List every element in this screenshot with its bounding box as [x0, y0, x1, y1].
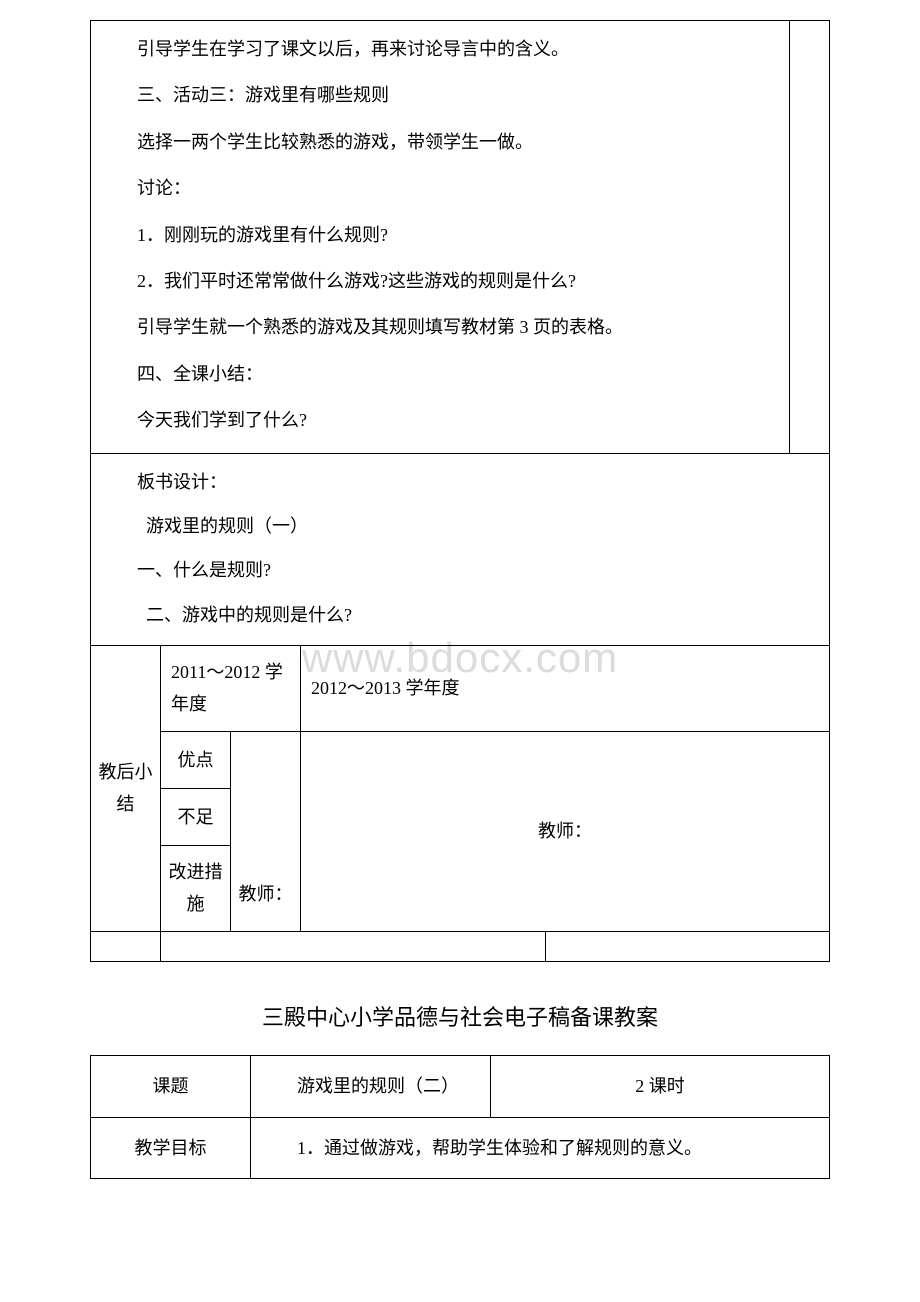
goal-label-cell: 教学目标	[91, 1117, 251, 1178]
empty-cell	[161, 931, 546, 961]
content-line: 四、全课小结：	[101, 358, 779, 390]
empty-cell	[91, 931, 161, 961]
empty-cell	[545, 931, 830, 961]
content-line: 2．我们平时还常常做什么游戏?这些游戏的规则是什么?	[101, 265, 779, 297]
board-line: 游戏里的规则（一）	[101, 510, 819, 542]
side-empty-cell	[790, 21, 830, 454]
teacher-2-cell: 教师：	[301, 731, 830, 931]
main-content-table: 引导学生在学习了课文以后，再来讨论导言中的含义。 三、活动三：游戏里有哪些规则 …	[90, 20, 830, 962]
board-line: 一、什么是规则?	[101, 554, 819, 586]
teacher-1-cell: 教师：	[231, 731, 301, 931]
lesson-content-cell: 引导学生在学习了课文以后，再来讨论导言中的含义。 三、活动三：游戏里有哪些规则 …	[91, 21, 790, 454]
lesson-count-cell: 2 课时	[491, 1056, 830, 1117]
topic-table: 课题 游戏里的规则（二） 2 课时 教学目标 1．通过做游戏，帮助学生体验和了解…	[90, 1055, 830, 1179]
content-line: 选择一两个学生比较熟悉的游戏，带领学生一做。	[101, 126, 779, 158]
content-line: 引导学生在学习了课文以后，再来讨论导言中的含义。	[101, 33, 779, 65]
year-2-cell: 2012～2013 学年度	[301, 646, 830, 732]
content-line: 讨论：	[101, 172, 779, 204]
advantage-label: 优点	[161, 731, 231, 788]
section-heading: 三殿中心小学品德与社会电子稿备课教案	[90, 998, 830, 1038]
content-line: 1．刚刚玩的游戏里有什么规则?	[101, 219, 779, 251]
board-design-cell: 板书设计： 游戏里的规则（一） 一、什么是规则? 二、游戏中的规则是什么?	[91, 453, 830, 646]
summary-label-cell: 教后小结	[91, 646, 161, 932]
content-line: 今天我们学到了什么?	[101, 404, 779, 436]
disadvantage-label: 不足	[161, 788, 231, 845]
topic-value-cell: 游戏里的规则（二）	[251, 1056, 491, 1117]
board-line: 二、游戏中的规则是什么?	[101, 599, 819, 631]
goal-value-cell: 1．通过做游戏，帮助学生体验和了解规则的意义。	[251, 1117, 830, 1178]
content-line: 三、活动三：游戏里有哪些规则	[101, 79, 779, 111]
board-title: 板书设计：	[101, 466, 819, 498]
year-1-cell: 2011～2012 学年度	[161, 646, 301, 732]
topic-label-cell: 课题	[91, 1056, 251, 1117]
improve-label: 改进措施	[161, 845, 231, 931]
content-line: 引导学生就一个熟悉的游戏及其规则填写教材第 3 页的表格。	[101, 311, 779, 343]
